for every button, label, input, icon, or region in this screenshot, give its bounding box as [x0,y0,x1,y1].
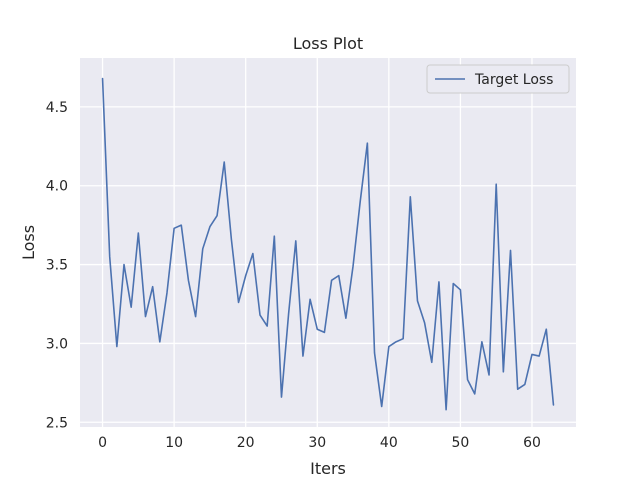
tick-labels: 0 10 20 30 40 50 60 2.5 3.0 3.5 4.0 4.5 [46,100,541,451]
y-tick-label: 4.5 [46,100,68,116]
x-tick-label: 0 [98,435,107,451]
y-tick-label: 3.5 [46,258,68,274]
legend-box [426,64,570,94]
x-tick-label: 30 [308,435,326,451]
legend: Target Loss [426,64,570,94]
x-axis-label: Iters [310,459,346,478]
x-tick-label: 10 [165,435,183,451]
chart-title: Loss Plot [293,34,363,53]
x-tick-label: 60 [523,435,541,451]
y-tick-label: 4.0 [46,179,68,195]
series-layer [101,77,555,411]
y-tick-label: 2.5 [46,415,68,431]
x-tick-label: 20 [237,435,255,451]
y-tick-label: 3.0 [46,336,68,352]
x-tick-label: 40 [380,435,398,451]
plot-area [80,58,576,427]
legend-label: Target Loss [474,72,553,88]
x-tick-label: 50 [451,435,469,451]
series-line-0 [101,77,555,411]
y-axis-label: Loss [19,225,38,260]
